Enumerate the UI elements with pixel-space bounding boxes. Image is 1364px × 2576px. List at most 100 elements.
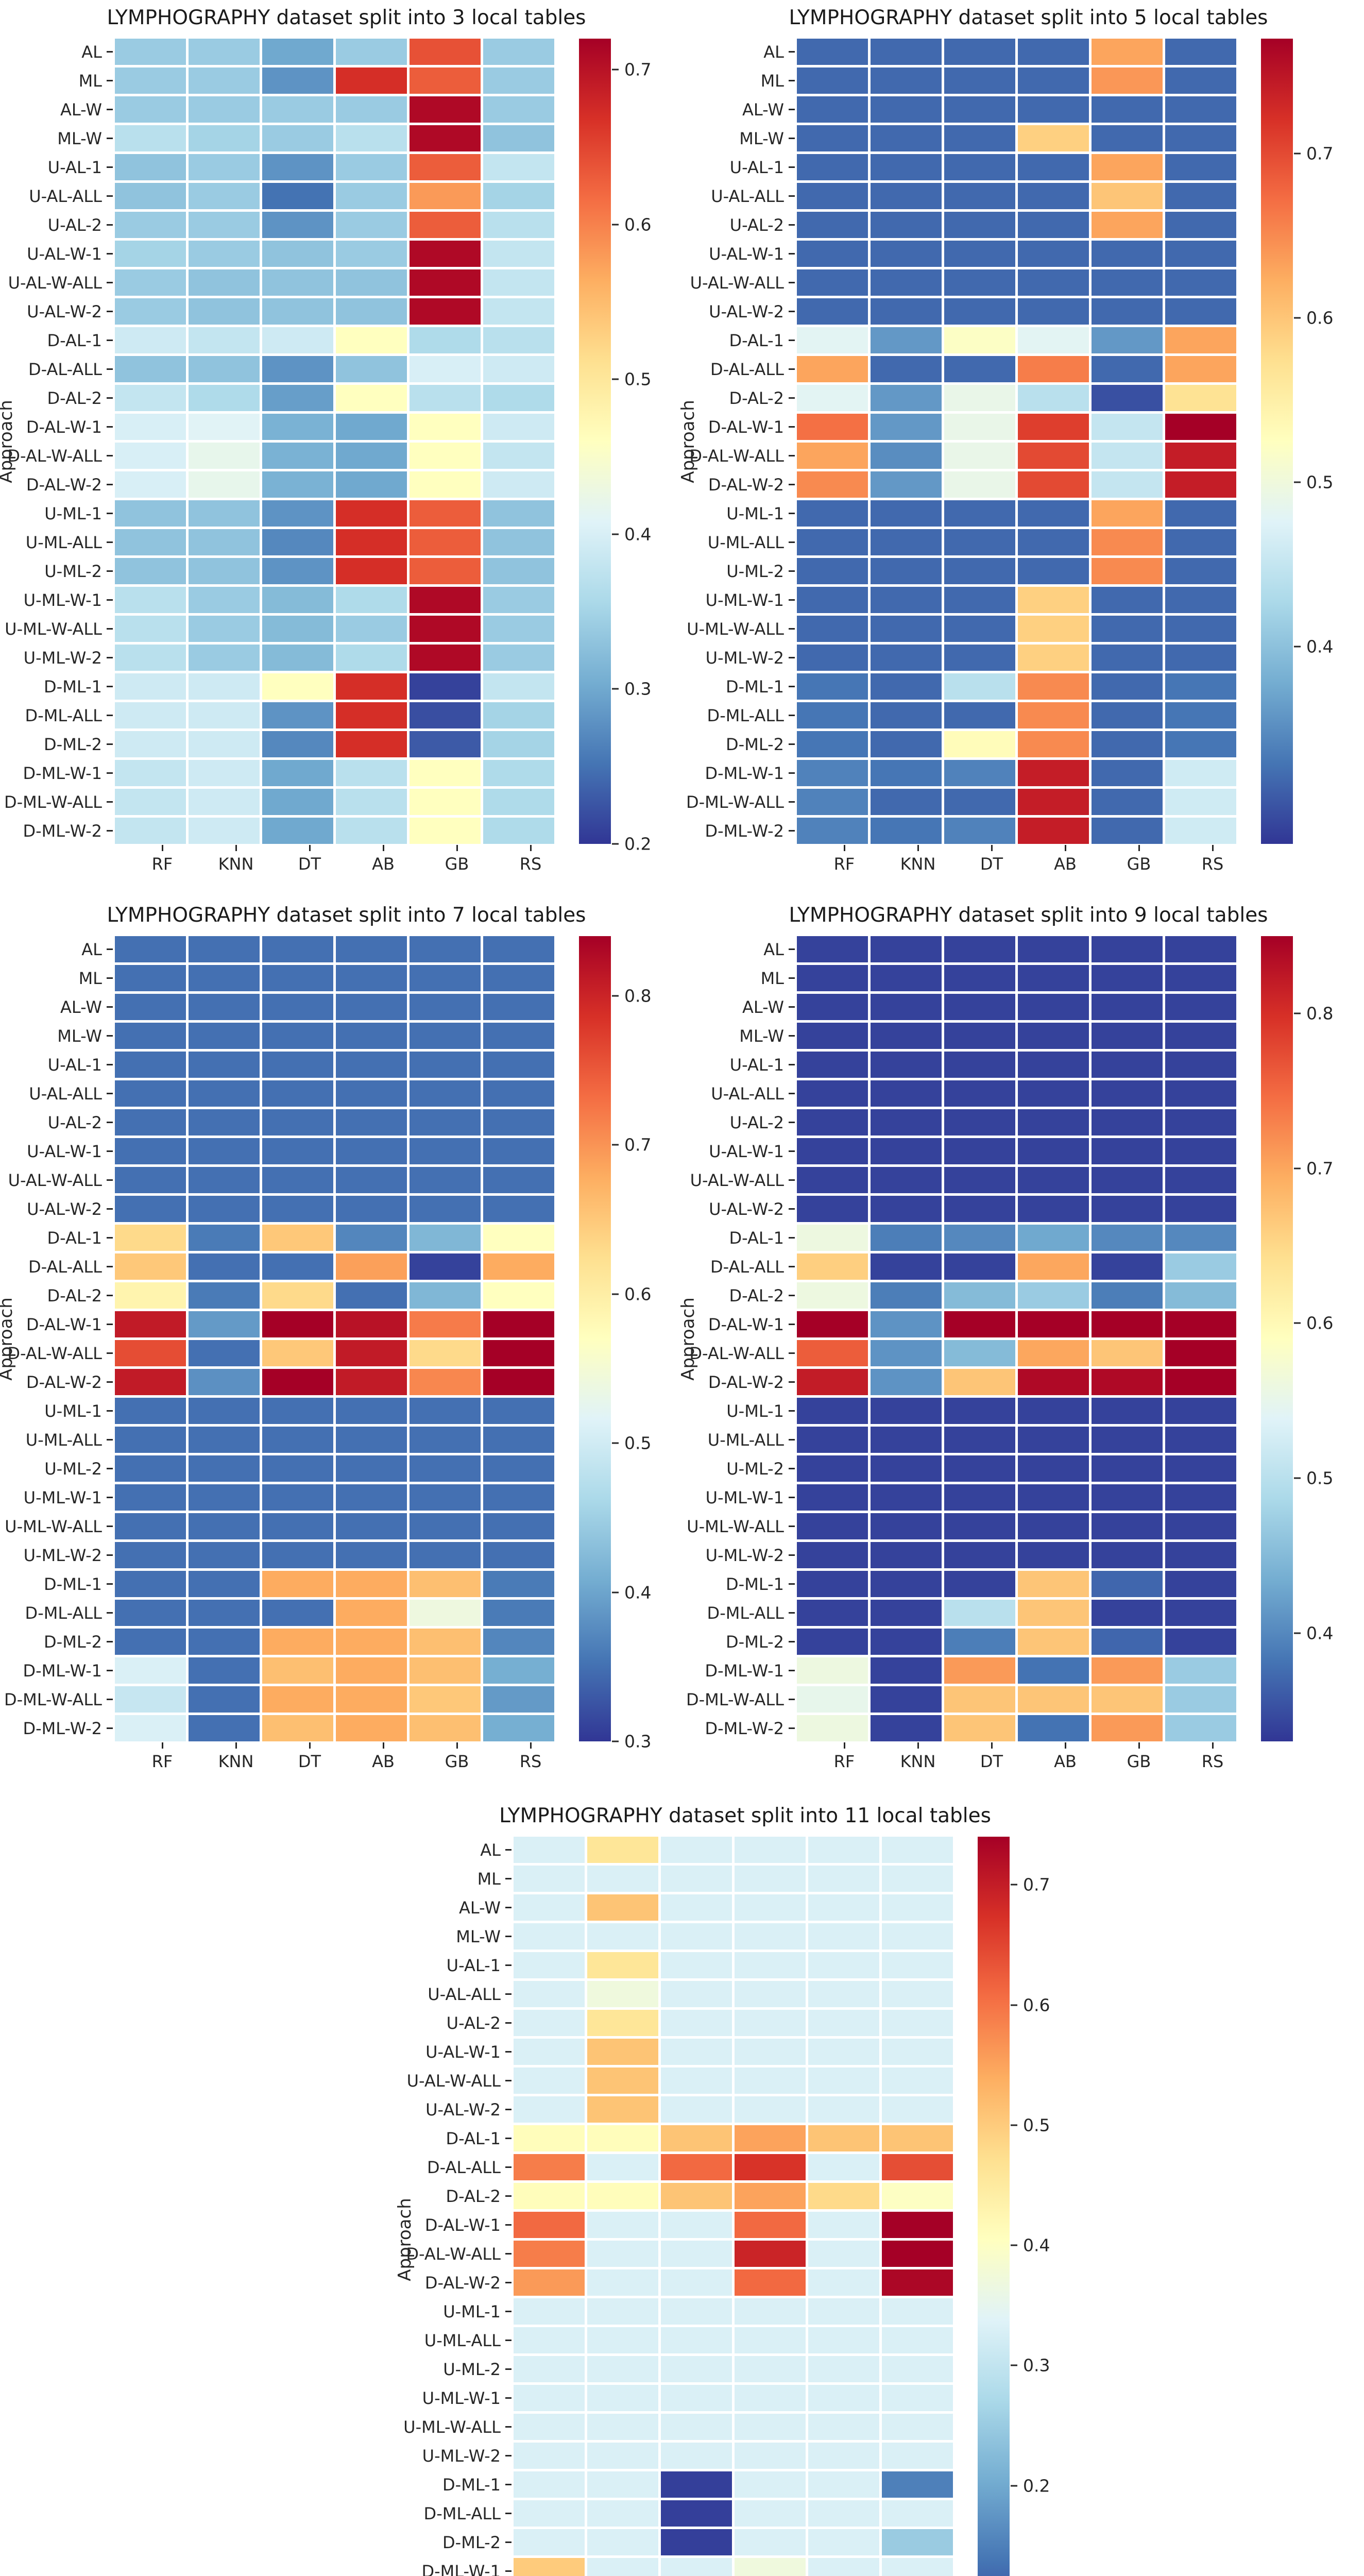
heatmap-cell <box>115 529 186 555</box>
heatmap-cell <box>735 2385 806 2411</box>
heatmap-cell <box>115 1686 186 1713</box>
heatmap-cell <box>871 616 942 642</box>
heatmap-cell <box>797 616 868 642</box>
colorbar-tick-mark <box>612 1144 619 1146</box>
heatmap-cell <box>514 2327 585 2353</box>
heatmap-cell <box>115 96 186 123</box>
heatmap-cell <box>115 443 186 469</box>
heatmap-cell <box>944 1167 1015 1193</box>
heatmap-cell <box>797 760 868 786</box>
heatmap-cell <box>1092 994 1163 1020</box>
heatmap-cell <box>410 1311 481 1337</box>
heatmap-cell <box>189 67 260 94</box>
heatmap-grid <box>115 39 554 844</box>
y-tick-mark <box>505 2311 512 2312</box>
heatmap-cell <box>871 818 942 844</box>
heatmap-cell <box>410 645 481 671</box>
heatmap-cell <box>189 1571 260 1597</box>
heatmap-cell <box>483 702 554 728</box>
colorbar-tick-label: 0.5 <box>1023 2115 1050 2136</box>
heatmap-cell <box>1018 327 1089 353</box>
heatmap-cell <box>262 39 333 65</box>
heatmap-cell <box>115 1253 186 1280</box>
colorbar-tick-mark <box>1294 1167 1301 1170</box>
heatmap-cell <box>115 327 186 353</box>
y-tick-mark <box>789 1122 795 1123</box>
heatmap-cell <box>1018 154 1089 180</box>
heatmap-cell <box>1165 327 1236 353</box>
heatmap-cell <box>808 2558 879 2576</box>
heatmap-cell <box>483 298 554 325</box>
row-label: ML-W <box>12 1023 115 1049</box>
heatmap-cell <box>189 1600 260 1626</box>
row-label-text: U-AL-2 <box>729 1112 784 1132</box>
row-label: U-AL-W-1 <box>12 241 115 267</box>
heatmap-cell <box>262 1600 333 1626</box>
heatmap-cell <box>661 2356 732 2382</box>
row-label-text: D-AL-ALL <box>710 1257 784 1277</box>
heatmap-cell <box>1018 1484 1089 1511</box>
y-tick-mark <box>789 1006 795 1008</box>
colorbar-area: 0.8 0.7 0.6 0.5 0.4 0.3 <box>579 936 682 1752</box>
heatmap-cell <box>410 1571 481 1597</box>
heatmap-cell <box>1018 1686 1089 1713</box>
heatmap-cell <box>410 183 481 209</box>
heatmap-cell <box>262 269 333 296</box>
heatmap-cell <box>514 2010 585 2036</box>
heatmap-cell <box>797 1138 868 1164</box>
heatmap-cell <box>587 2471 658 2498</box>
heatmap-cell <box>944 818 1015 844</box>
heatmap-cell <box>1018 241 1089 267</box>
heatmap-cell <box>115 1484 186 1511</box>
row-label-text: ML-W <box>57 1026 102 1046</box>
row-label-text: D-ML-ALL <box>25 1603 102 1623</box>
chart-body: Approach AL ML AL-W ML-W U-AL-1 U-AL-ALL U-AL-2… <box>678 39 1364 844</box>
heatmap-cell <box>262 96 333 123</box>
row-label: ML-W <box>694 125 797 151</box>
row-label-text: D-ML-ALL <box>707 1603 784 1623</box>
heatmap-cell <box>189 1686 260 1713</box>
row-label: D-ML-2 <box>411 2529 514 2555</box>
column-label: KNN <box>882 1742 953 1771</box>
heatmap-cell <box>514 2067 585 2094</box>
y-tick-mark <box>107 253 113 255</box>
heatmap-cell <box>1018 443 1089 469</box>
row-label: D-AL-W-2 <box>12 1369 115 1395</box>
heatmap-cell <box>882 2327 953 2353</box>
heatmap-cell <box>483 327 554 353</box>
heatmap-cell <box>797 1080 868 1107</box>
column-label: RS <box>1177 1742 1248 1771</box>
heatmap-cell <box>1165 529 1236 555</box>
heatmap-cell <box>661 2327 732 2353</box>
heatmap-cell <box>1018 471 1089 498</box>
row-label-text: D-AL-1 <box>446 2128 501 2148</box>
heatmap-cell <box>410 1629 481 1655</box>
y-tick-mark <box>107 1727 113 1729</box>
heatmap-cell <box>1018 269 1089 296</box>
chart-body: Approach AL ML AL-W ML-W U-AL-1 U-AL-ALL U-AL-2… <box>0 936 682 1752</box>
y-tick-mark <box>789 657 795 658</box>
row-label: AL-W <box>694 96 797 123</box>
heatmap-cell <box>115 1167 186 1193</box>
heatmap-cell <box>871 414 942 440</box>
row-label-text: U-ML-W-2 <box>23 648 102 668</box>
x-tick-mark <box>161 845 163 851</box>
heatmap-cell <box>410 1427 481 1453</box>
heatmap-cell <box>336 1311 407 1337</box>
heatmap-cell <box>1092 385 1163 411</box>
x-tick-mark <box>530 1742 532 1749</box>
heatmap-cell <box>189 936 260 962</box>
row-label: D-ML-1 <box>12 1571 115 1597</box>
row-label: U-AL-1 <box>694 154 797 180</box>
heatmap-cell <box>336 818 407 844</box>
heatmap-cell <box>1018 529 1089 555</box>
row-label-text: D-AL-W-2 <box>708 474 784 495</box>
y-tick-mark <box>107 1554 113 1556</box>
heatmap-cell <box>115 1196 186 1222</box>
heatmap-cell <box>410 1253 481 1280</box>
heatmap-cell <box>735 1981 806 2007</box>
row-label: ML-W <box>694 1023 797 1049</box>
x-tick-mark <box>382 1742 384 1749</box>
heatmap-cell <box>871 731 942 757</box>
row-label: U-AL-W-2 <box>12 298 115 325</box>
